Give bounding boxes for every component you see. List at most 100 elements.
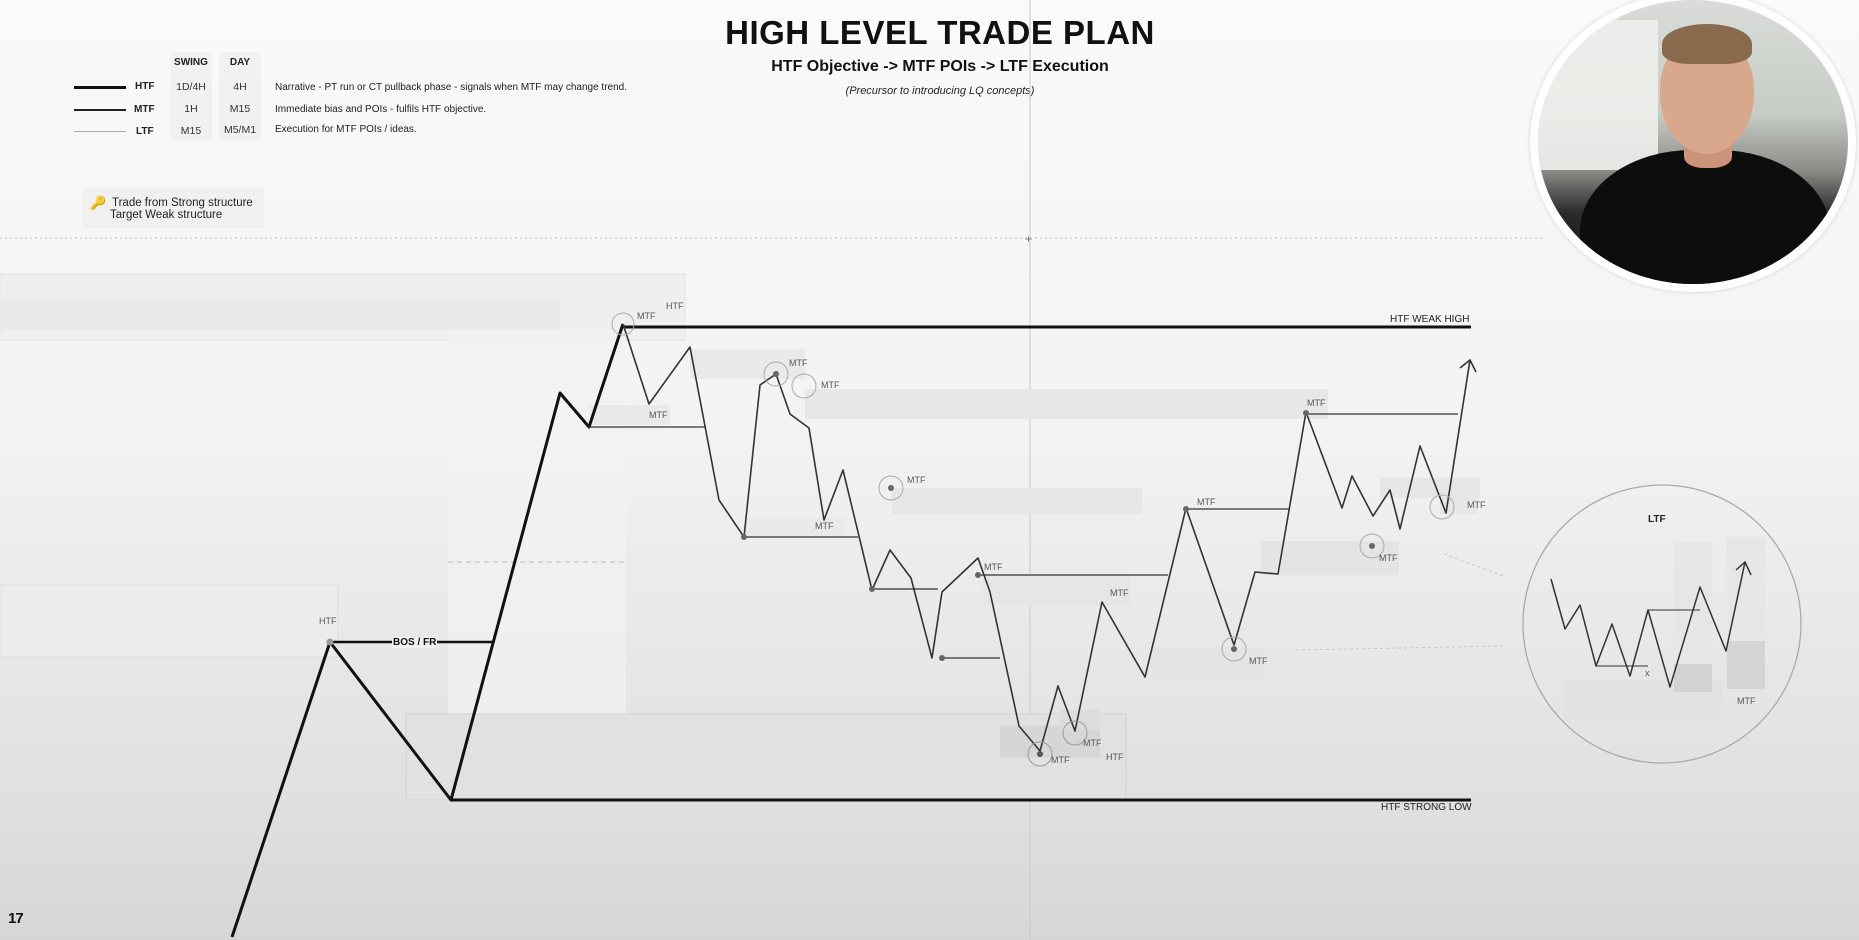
page-title: HIGH LEVEL TRADE PLAN (725, 14, 1155, 51)
htf-zone-vertical (448, 330, 626, 720)
mtf-zone-2 (590, 405, 670, 425)
ltf-zone-2-core (1727, 641, 1765, 689)
mtf-zone-4 (745, 518, 845, 538)
crosshair-icon: + (1025, 232, 1032, 246)
mtf-label: MTF (815, 521, 834, 531)
webcam-person-hair (1662, 24, 1752, 64)
tip-line-2: Target Weak structure (110, 209, 223, 221)
mtf-label: MTF (1110, 588, 1129, 598)
mtf-label: MTF (637, 311, 656, 321)
legend-tf-ltf: LTF (136, 126, 154, 137)
webcam-person-body (1580, 150, 1830, 284)
key-icon: 🔑 (90, 195, 107, 210)
poi-circle (878, 475, 904, 501)
poi-dot (1037, 751, 1043, 757)
htf-zone-top-inner (0, 300, 560, 330)
swing-dot (1303, 410, 1309, 416)
poi-circle (611, 312, 635, 336)
legend-desc-htf: Narrative - PT run or CT pullback phase … (275, 82, 628, 93)
mtf-label: MTF (1379, 553, 1398, 563)
poi-circle (763, 361, 789, 387)
poi-dot (1369, 543, 1375, 549)
legend-swing-mtf: 1H (184, 103, 198, 115)
htf-label: HTF (1106, 752, 1124, 762)
legend-line-htf (74, 86, 126, 89)
legend-day-htf: 4H (233, 81, 247, 93)
ltf-inset-title: LTF (1648, 514, 1666, 525)
htf-swing-path (230, 323, 625, 938)
tip-line-1: Trade from Strong structure (112, 197, 253, 209)
legend-tf-mtf: MTF (134, 104, 155, 115)
swing-dot (975, 572, 981, 578)
poi-dot (888, 485, 894, 491)
bos-fr-label: BOS / FR (392, 637, 438, 648)
mtf-zone-12 (1060, 710, 1100, 730)
webcam-background-window (1538, 20, 1658, 170)
page-note: (Precursor to introducing LQ concepts) (845, 85, 1035, 97)
mtf-label: MTF (1467, 500, 1486, 510)
mtf-zone-9 (1380, 478, 1480, 498)
htf-swing-point (326, 638, 334, 646)
mtf-label: MTF (821, 380, 840, 390)
mtf-label: MTF (1083, 738, 1102, 748)
legend-swing-htf: 1D/4H (176, 81, 206, 93)
mtf-zone-8 (1261, 541, 1399, 575)
legend-desc-ltf: Execution for MTF POIs / ideas. (275, 124, 417, 135)
mtf-zone-1 (690, 349, 805, 379)
htf-zone-left (0, 584, 339, 658)
ltf-x-marker: x (1645, 668, 1650, 678)
mtf-label: MTF (1249, 656, 1268, 666)
page-subtitle: HTF Objective -> MTF POIs -> LTF Executi… (771, 58, 1109, 75)
legend-swing-column (170, 52, 212, 140)
webcam-feed (1538, 0, 1848, 284)
mtf-label: MTF (1307, 398, 1326, 408)
tip-box (82, 188, 264, 228)
htf-label: HTF (666, 301, 684, 311)
poi-circle (1429, 494, 1455, 520)
legend-day-column (219, 52, 261, 140)
mtf-label: MTF (984, 562, 1003, 572)
poi-circle (791, 373, 817, 399)
poi-circle (1359, 533, 1385, 559)
mtf-zone-10 (1440, 496, 1478, 514)
mtf-zone-6 (983, 574, 1130, 606)
htf-weak-high-label: HTF WEAK HIGH (1390, 314, 1470, 325)
mtf-label: MTF (649, 410, 668, 420)
swing-dot (741, 534, 747, 540)
mtf-label: MTF (907, 475, 926, 485)
ltf-arrow-1 (1443, 553, 1507, 578)
poi-circle (1221, 636, 1247, 662)
tradingview-logo: 17 (8, 910, 24, 927)
legend-header-swing: SWING (174, 57, 208, 68)
ltf-zone-1-core (1674, 664, 1712, 692)
legend-line-ltf (74, 131, 126, 132)
legend-day-mtf: M15 (229, 103, 251, 115)
poi-circle (1062, 720, 1088, 746)
mtf-zone-3 (805, 389, 1328, 419)
htf-label: HTF (319, 616, 337, 626)
legend-swing-ltf: M15 (180, 125, 202, 137)
legend-tf-htf: HTF (135, 81, 155, 92)
poi-dot (1231, 646, 1237, 652)
poi-circle (1027, 741, 1053, 767)
ltf-swing-path (1550, 561, 1746, 688)
swing-dot (869, 586, 875, 592)
ltf-inset-circle (1522, 484, 1802, 764)
mtf-target-arrow (1459, 358, 1477, 373)
swing-dot (939, 655, 945, 661)
webcam-overlay (1530, 0, 1856, 292)
mtf-label: MTF (1197, 497, 1216, 507)
htf-strong-low-label: HTF STRONG LOW (1381, 802, 1472, 813)
ltf-target-arrow (1735, 560, 1752, 576)
legend-day-ltf: M5/M1 (223, 124, 257, 136)
mtf-zone-5 (892, 488, 1142, 514)
swing-dot (1183, 506, 1189, 512)
legend-header-day: DAY (229, 57, 251, 68)
ltf-mtf-label: MTF (1737, 696, 1756, 706)
poi-dot (773, 371, 779, 377)
ltf-arrow-2 (1295, 645, 1507, 651)
legend-desc-mtf: Immediate bias and POIs - fulfils HTF ob… (275, 104, 487, 115)
mtf-zone-7 (1148, 647, 1265, 677)
mtf-label: MTF (1051, 755, 1070, 765)
